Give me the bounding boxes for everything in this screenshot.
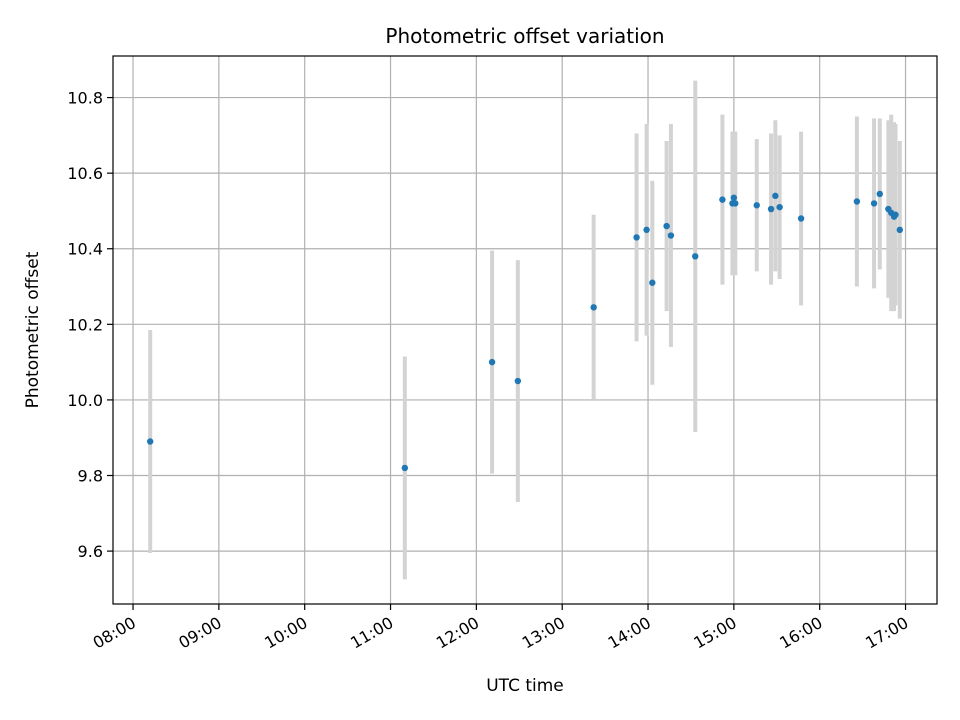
- data-point: [753, 202, 760, 209]
- data-point: [870, 200, 878, 207]
- y-axis-ticks: 9.6 9.8 10.0 10.2 10.4 10.6 10.8: [67, 89, 113, 561]
- error-bars: [148, 80, 902, 580]
- data-point: [730, 194, 738, 201]
- data-point: [514, 377, 522, 385]
- data-point: [732, 200, 739, 207]
- x-tick-label: 10:00: [261, 613, 310, 653]
- x-axis-ticks: 08:00 09:00 10:00 11:00 12:00 13:00 14:00 15:00…: [90, 604, 912, 653]
- chart-title: Photometric offset variation: [385, 24, 664, 48]
- y-tick-label: 10.4: [67, 240, 103, 259]
- y-tick-label: 10.0: [67, 391, 103, 410]
- y-tick-label: 10.2: [67, 315, 103, 334]
- data-point: [896, 226, 904, 234]
- y-axis-label: Photometric offset: [23, 251, 43, 408]
- data-point: [772, 192, 779, 200]
- x-tick-label: 11:00: [347, 613, 396, 653]
- x-tick-label: 08:00: [90, 613, 139, 653]
- data-point: [876, 190, 883, 198]
- data-point: [401, 464, 409, 472]
- data-point: [488, 358, 496, 366]
- data-point: [667, 232, 675, 239]
- y-tick-label: 10.8: [67, 89, 103, 108]
- data-point: [663, 222, 670, 230]
- x-tick-label: 15:00: [690, 613, 739, 653]
- data-point: [633, 234, 640, 241]
- x-tick-label: 17:00: [862, 613, 911, 653]
- data-point: [590, 304, 597, 311]
- x-tick-label: 14:00: [605, 613, 654, 653]
- grid-lines: [113, 56, 937, 604]
- x-tick-label: 13:00: [519, 613, 568, 653]
- data-point: [776, 203, 783, 211]
- data-point: [797, 215, 805, 222]
- data-point: [892, 211, 899, 218]
- x-axis-label: UTC time: [486, 676, 564, 696]
- y-tick-label: 10.6: [67, 164, 103, 183]
- plot-frame: [112, 55, 938, 605]
- data-point: [719, 196, 726, 203]
- x-tick-label: 09:00: [175, 613, 224, 653]
- data-point: [643, 226, 650, 234]
- data-point: [649, 279, 656, 286]
- data-point: [853, 198, 861, 205]
- data-point: [767, 205, 775, 213]
- data-points: [146, 190, 904, 472]
- y-tick-label: 9.8: [78, 467, 103, 486]
- x-tick-label: 16:00: [776, 613, 825, 653]
- x-tick-label: 12:00: [433, 613, 482, 653]
- data-point: [146, 438, 154, 445]
- y-tick-label: 9.6: [78, 542, 103, 561]
- data-point: [692, 253, 699, 260]
